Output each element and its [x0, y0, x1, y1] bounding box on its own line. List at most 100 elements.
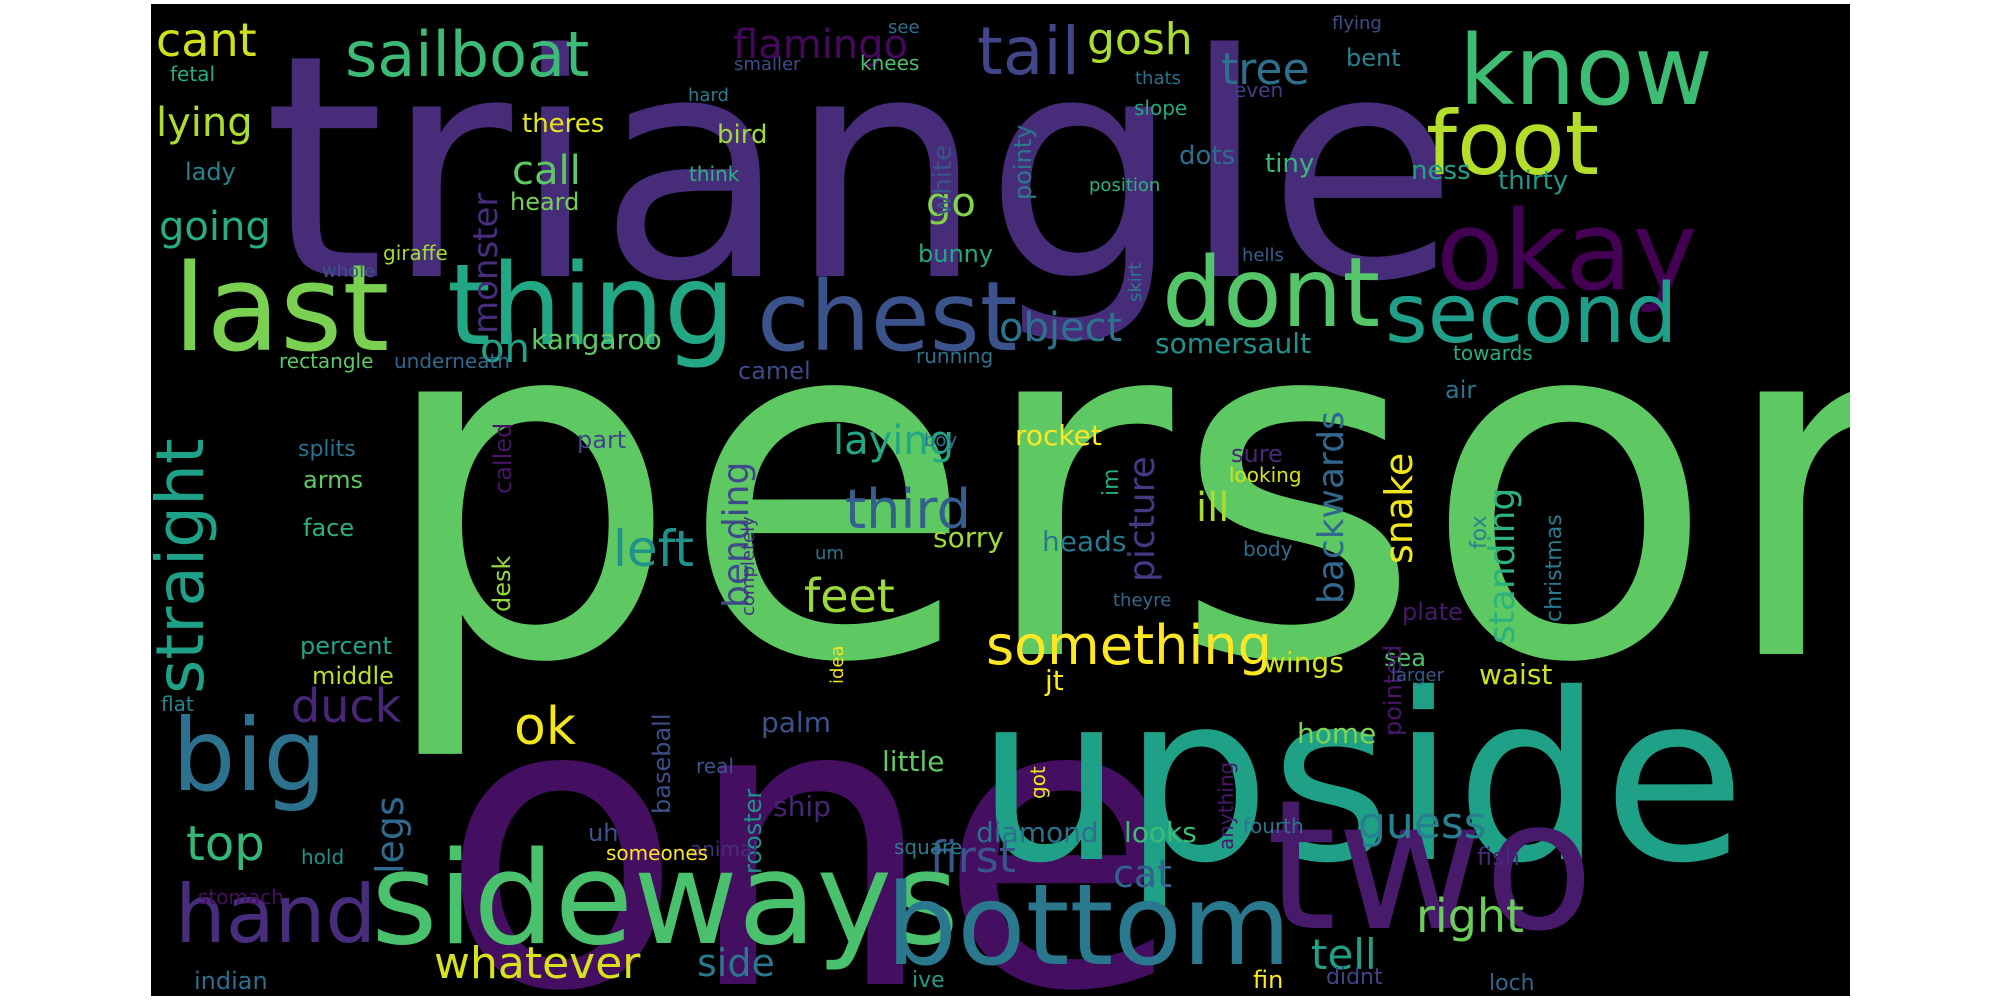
- word-got: got: [1026, 766, 1050, 799]
- word-rocket: rocket: [1015, 419, 1102, 452]
- word-towards: towards: [1453, 341, 1533, 365]
- word-oh: oh: [480, 326, 530, 372]
- word-cat: cat: [1113, 852, 1172, 896]
- word-lying: lying: [156, 100, 253, 146]
- word-tiny: tiny: [1265, 149, 1314, 179]
- word-running: running: [916, 344, 993, 368]
- word-thats: thats: [1135, 68, 1181, 89]
- word-standing: standing: [1482, 488, 1523, 644]
- word-pointed: pointed: [1379, 645, 1407, 736]
- word-sorry: sorry: [933, 521, 1004, 554]
- word-rooster: rooster: [739, 789, 767, 874]
- word-boy: boy: [924, 430, 957, 451]
- word-heard: heard: [510, 188, 579, 216]
- word-second: second: [1385, 267, 1677, 362]
- word-theyre: theyre: [1113, 590, 1171, 611]
- word-palm: palm: [761, 706, 831, 739]
- word-animal: animal: [690, 837, 758, 861]
- word-sideways: sideways: [371, 825, 959, 974]
- word-cant: cant: [156, 13, 257, 67]
- word-chest: chest: [757, 261, 1017, 373]
- word-pointy: pointy: [1009, 125, 1037, 200]
- word-even: even: [1234, 78, 1283, 102]
- word-see: see: [888, 17, 920, 38]
- word-sailboat: sailboat: [345, 18, 589, 91]
- word-last: last: [173, 240, 389, 379]
- word-person: person: [375, 209, 1850, 768]
- word-looks: looks: [1124, 816, 1197, 849]
- word-jt: jt: [1044, 664, 1064, 697]
- word-bottom: bottom: [886, 861, 1291, 991]
- word-idea: idea: [827, 645, 848, 684]
- word-two: two: [1266, 762, 1594, 971]
- word-monster: monster: [466, 193, 506, 334]
- word-duck: duck: [291, 679, 402, 733]
- word-upside: upside: [976, 644, 1746, 914]
- word-triangle: triangle: [263, 4, 1458, 350]
- word-splits: splits: [298, 437, 356, 462]
- word-hold: hold: [301, 845, 344, 869]
- word-tell: tell: [1311, 930, 1377, 979]
- word-stomach: stomach: [198, 885, 284, 909]
- word-square: square: [894, 835, 962, 859]
- word-fish: fish: [1477, 843, 1520, 871]
- word-somersault: somersault: [1155, 327, 1311, 360]
- word-heads: heads: [1042, 525, 1127, 558]
- word-face: face: [303, 514, 354, 542]
- word-camel: camel: [738, 357, 811, 385]
- word-flying: flying: [1332, 13, 1382, 34]
- word-position: position: [1089, 175, 1160, 196]
- word-wings: wings: [1263, 646, 1344, 679]
- word-third: third: [845, 478, 971, 541]
- word-slope: slope: [1134, 96, 1187, 120]
- word-left: left: [613, 520, 694, 578]
- word-think: think: [689, 162, 740, 186]
- word-side: side: [697, 941, 775, 985]
- word-home: home: [1297, 717, 1376, 750]
- word-okay: okay: [1436, 187, 1698, 315]
- word-bending: bending: [716, 462, 757, 608]
- word-loch: loch: [1489, 971, 1535, 996]
- word-straight: straight: [151, 438, 219, 694]
- word-something: something: [986, 614, 1272, 677]
- word-ship: ship: [773, 790, 831, 823]
- word-part: part: [577, 426, 626, 454]
- word-middle: middle: [312, 662, 394, 690]
- word-backwards: backwards: [1311, 411, 1352, 604]
- word-object: object: [999, 305, 1122, 351]
- word-rectangle: rectangle: [279, 349, 373, 373]
- word-ok: ok: [514, 697, 576, 757]
- word-feet: feet: [804, 569, 895, 623]
- word-hells: hells: [1242, 245, 1284, 266]
- word-waist: waist: [1479, 658, 1552, 691]
- word-laying: laying: [833, 418, 954, 464]
- word-uh: uh: [588, 819, 618, 847]
- word-knees: knees: [860, 51, 919, 75]
- word-guess: guess: [1358, 798, 1487, 849]
- word-looking: looking: [1229, 463, 1302, 487]
- word-dont: dont: [1162, 237, 1380, 349]
- word-arms: arms: [303, 466, 363, 494]
- word-indian: indian: [194, 967, 268, 995]
- word-little: little: [882, 745, 945, 778]
- word-someones: someones: [606, 841, 708, 865]
- word-um: um: [815, 543, 844, 564]
- word-bird: bird: [717, 120, 767, 150]
- word-ness: ness: [1411, 156, 1471, 186]
- word-skirt: skirt: [1125, 263, 1146, 302]
- word-dots: dots: [1179, 141, 1235, 171]
- word-underneath: underneath: [394, 349, 510, 373]
- word-fetal: fetal: [170, 62, 215, 86]
- word-baseball: baseball: [648, 714, 676, 815]
- word-smaller: smaller: [734, 54, 801, 75]
- word-bunny: bunny: [918, 240, 993, 268]
- word-foot: foot: [1426, 92, 1599, 195]
- word-first: first: [930, 832, 1016, 883]
- word-flat: flat: [161, 692, 194, 716]
- word-real: real: [696, 754, 734, 778]
- word-tree: tree: [1221, 44, 1310, 95]
- word-white: white: [928, 145, 958, 216]
- word-thirty: thirty: [1498, 166, 1568, 196]
- word-snake: snake: [1377, 453, 1421, 564]
- word-ive: ive: [912, 968, 945, 993]
